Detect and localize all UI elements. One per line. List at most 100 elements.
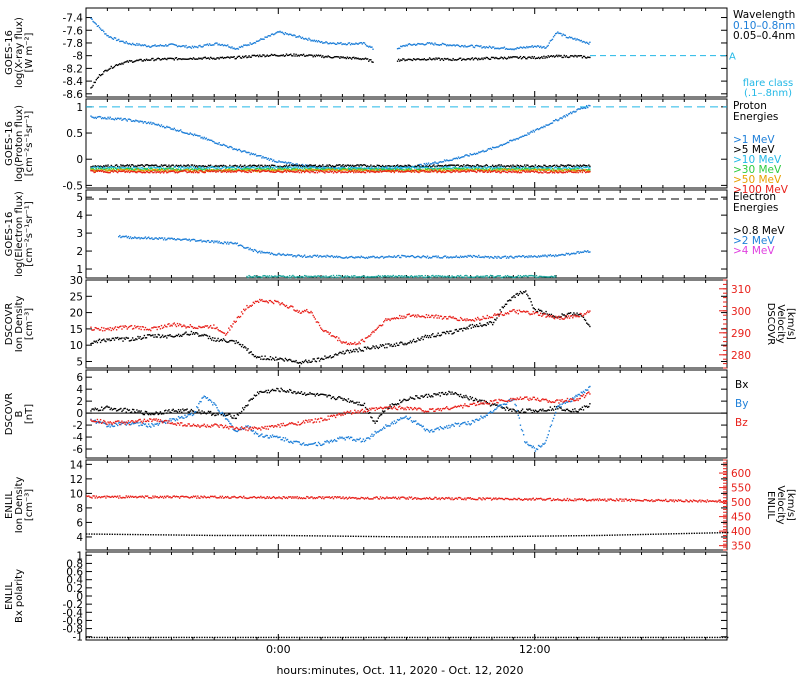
data-point	[370, 170, 372, 172]
data-point	[161, 44, 164, 47]
data-point	[500, 144, 502, 146]
data-point	[529, 132, 531, 134]
data-point	[225, 341, 228, 343]
data-point	[168, 167, 170, 170]
data-point	[409, 58, 412, 61]
data-point	[348, 276, 351, 278]
data-point	[402, 166, 404, 169]
data-point	[139, 44, 141, 46]
data-point	[551, 165, 554, 167]
data-point	[243, 44, 245, 46]
data-point	[529, 275, 531, 277]
data-point	[203, 168, 205, 170]
data-point	[353, 275, 355, 277]
data-point	[443, 169, 446, 171]
data-point	[426, 169, 429, 171]
data-point	[144, 169, 147, 171]
data-point	[312, 164, 314, 167]
data-point	[254, 42, 257, 44]
data-point	[528, 46, 530, 48]
data-point	[560, 168, 562, 170]
data-point	[307, 167, 309, 170]
data-point	[450, 276, 452, 279]
data-point	[126, 337, 128, 339]
data-point	[340, 56, 342, 58]
data-point	[283, 33, 286, 36]
data-point	[149, 237, 151, 240]
data-point	[547, 168, 549, 170]
data-point	[347, 256, 350, 259]
data-point	[292, 165, 294, 167]
data-point	[540, 127, 542, 129]
data-point	[536, 276, 539, 279]
data-point	[147, 121, 150, 123]
data-point	[579, 166, 581, 169]
data-point	[432, 274, 434, 277]
data-point	[359, 276, 361, 278]
data-point	[229, 166, 231, 169]
data-point	[545, 276, 547, 278]
data-point	[228, 168, 230, 170]
data-point	[145, 238, 148, 240]
data-point	[527, 169, 529, 171]
data-point	[95, 79, 98, 81]
data-point	[529, 56, 531, 59]
data-point	[349, 276, 352, 279]
data-point	[118, 235, 120, 238]
data-point	[408, 164, 411, 167]
data-point	[222, 57, 225, 60]
data-point	[509, 275, 511, 278]
data-point	[583, 250, 586, 252]
data-point	[584, 166, 587, 169]
data-point	[103, 168, 105, 170]
data-point	[408, 170, 411, 173]
data-point	[294, 164, 296, 166]
data-point	[408, 43, 411, 45]
data-point	[464, 166, 466, 168]
data-point	[552, 168, 555, 171]
data-point	[264, 252, 266, 254]
data-point	[553, 170, 556, 172]
data-point	[120, 170, 122, 173]
data-point	[528, 274, 530, 277]
data-point	[534, 166, 537, 169]
data-point	[441, 257, 444, 259]
data-point	[262, 54, 264, 56]
data-point	[571, 112, 573, 115]
data-point	[559, 32, 561, 35]
data-point	[471, 256, 474, 258]
data-point	[160, 168, 163, 170]
data-point	[404, 171, 406, 173]
data-point	[259, 250, 261, 252]
data-point	[307, 169, 309, 172]
data-point	[512, 139, 514, 141]
data-point	[315, 170, 318, 172]
data-point	[399, 169, 401, 171]
data-point	[393, 255, 396, 257]
data-point	[157, 123, 159, 126]
data-point	[496, 166, 498, 168]
y2-axis-label: DSCOVR	[765, 303, 776, 346]
data-point	[489, 167, 492, 170]
data-point	[170, 128, 172, 130]
data-point	[104, 33, 106, 35]
data-point	[153, 171, 155, 174]
data-point	[184, 132, 186, 134]
data-point	[578, 55, 580, 57]
data-point	[155, 59, 157, 61]
data-point	[149, 167, 151, 170]
data-point	[446, 276, 448, 278]
data-point	[175, 334, 178, 337]
data-point	[264, 170, 266, 173]
data-point	[121, 170, 123, 173]
data-point	[532, 256, 534, 258]
data-point	[379, 168, 382, 171]
data-point	[135, 170, 137, 173]
data-point	[326, 41, 328, 44]
data-point	[540, 56, 542, 59]
data-point	[422, 43, 424, 45]
data-point	[465, 274, 467, 277]
data-point	[460, 156, 463, 158]
data-point	[553, 120, 556, 122]
data-point	[521, 168, 524, 170]
